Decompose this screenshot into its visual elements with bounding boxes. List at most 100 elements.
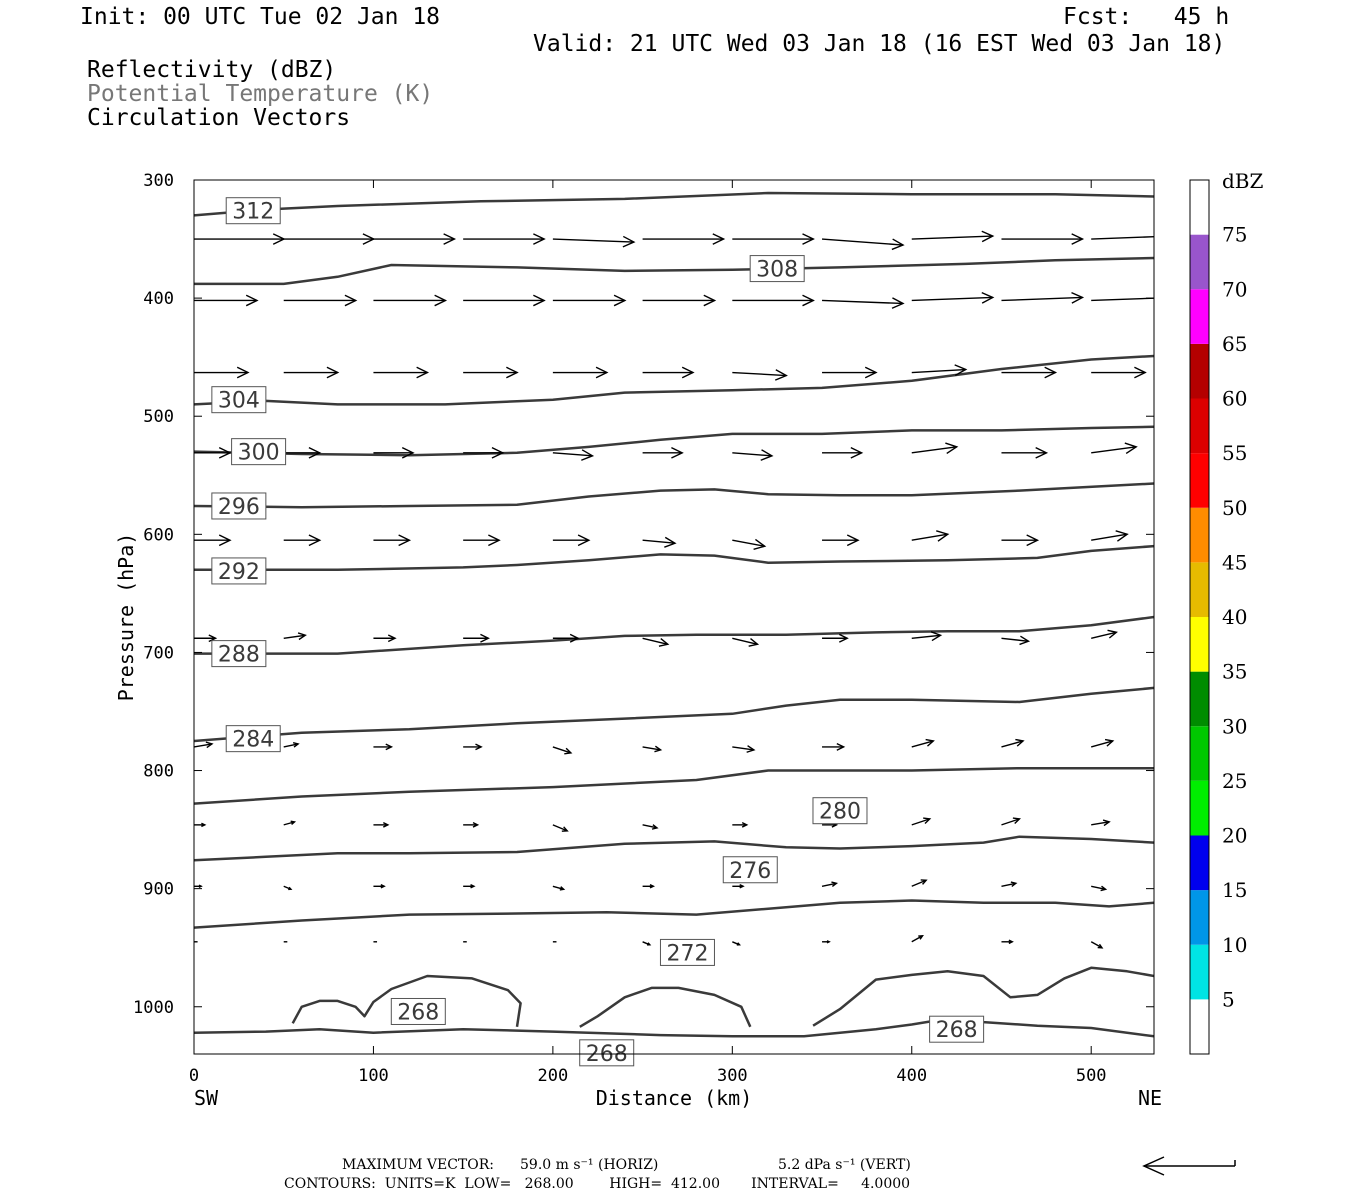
circulation-vector <box>1091 738 1115 748</box>
circulation-vector <box>373 446 415 459</box>
circulation-vector <box>463 233 546 245</box>
isentrope-label-284-box <box>225 725 281 753</box>
y-tick-label: 600 <box>143 525 174 545</box>
circulation-vector <box>732 538 767 550</box>
circulation-vector <box>822 940 831 944</box>
valid-time: Valid: 21 UTC Wed 03 Jan 18 (16 EST Wed … <box>533 31 1226 57</box>
colorbar-level-label: 65 <box>1222 332 1247 356</box>
circulation-vector <box>194 446 232 459</box>
circulation-vector <box>194 884 203 889</box>
circulation-vector <box>373 366 430 379</box>
isentrope-296 <box>194 482 1154 509</box>
colorbar-swatch <box>1190 944 1209 1000</box>
circulation-vector <box>463 822 480 828</box>
y-tick-label: 400 <box>143 289 174 309</box>
circulation-vector <box>373 233 457 245</box>
circulation-vector <box>642 637 670 647</box>
circulation-vector <box>642 884 656 889</box>
circulation-vector <box>463 446 505 459</box>
isentrope-label-300: 300 <box>238 441 280 466</box>
isentrope-272 <box>194 899 1154 929</box>
isentrope-label-268: 268 <box>397 1000 439 1025</box>
isentrope-268-bump <box>291 974 522 1027</box>
colorbar-swatch <box>1190 726 1209 781</box>
isentrope-label-276-box <box>722 856 778 884</box>
y-tick-label: 1000 <box>133 998 174 1018</box>
colorbar-swatch <box>1190 343 1209 399</box>
circulation-vector <box>373 534 412 547</box>
circulation-vector <box>463 743 483 751</box>
colorbar-level-label: 5 <box>1222 987 1235 1011</box>
circulation-vector <box>283 741 300 748</box>
circulation-vector <box>1091 297 1154 302</box>
isentrope-label-296: 296 <box>218 495 260 520</box>
circulation-vector <box>552 366 609 379</box>
circulation-vector <box>194 634 218 643</box>
circulation-vector <box>283 294 358 307</box>
circulation-vector <box>732 884 745 889</box>
circulation-vector <box>911 738 935 748</box>
circulation-vector <box>463 294 546 307</box>
isentrope-304 <box>194 354 1154 406</box>
circulation-vector <box>194 233 286 245</box>
field-title-reflectivity: Reflectivity (dBZ) <box>87 57 337 83</box>
circulation-vector <box>732 637 760 647</box>
x-tick-label: 500 <box>1076 1066 1107 1086</box>
circulation-vector <box>1001 939 1014 945</box>
circulation-vector <box>283 366 340 379</box>
circulation-vector <box>1091 236 1154 240</box>
circulation-vector <box>732 941 742 946</box>
isentrope-label-268: 268 <box>936 1018 978 1043</box>
colorbar-level-label: 40 <box>1222 605 1247 629</box>
circulation-vector <box>194 822 207 828</box>
isentrope-label-276: 276 <box>729 859 771 884</box>
circulation-vector <box>911 817 932 826</box>
circulation-vector <box>194 294 259 307</box>
circulation-vector <box>552 294 627 307</box>
circulation-vector <box>911 292 995 304</box>
colorbar-level-label: 10 <box>1222 933 1247 957</box>
circulation-vector <box>194 741 214 749</box>
isentrope-label-268-box <box>390 997 446 1025</box>
circulation-vector <box>911 631 943 642</box>
circulation-vector <box>911 230 995 243</box>
colorbar-frame <box>1189 179 1210 1055</box>
circulation-vector <box>732 449 774 461</box>
circulation-vector <box>194 534 232 547</box>
circulation-vector <box>642 745 663 753</box>
circulation-vector <box>463 633 490 643</box>
circulation-vector <box>373 634 397 643</box>
circulation-vector <box>1001 446 1049 459</box>
isentrope-300 <box>194 425 1154 457</box>
circulation-vector <box>463 366 519 379</box>
isentrope-268-bump <box>579 986 752 1028</box>
x-axis-title: Distance (km) <box>596 1086 753 1110</box>
colorbar-level-label: 20 <box>1222 824 1247 848</box>
isentrope-label-288-box <box>211 640 267 668</box>
colorbar-level-label: 55 <box>1222 441 1247 465</box>
colorbar-level-label: 70 <box>1222 277 1247 301</box>
colorbar-swatch <box>1190 671 1209 727</box>
circulation-vector <box>283 233 376 245</box>
isentrope-label-312-box <box>225 197 281 225</box>
x-tick-label: 200 <box>538 1066 569 1086</box>
colorbar-unit: dBZ <box>1222 169 1264 193</box>
x-tick-label: 0 <box>189 1066 199 1086</box>
circulation-vector <box>911 530 950 542</box>
plot-frame <box>193 179 1155 1055</box>
circulation-vector <box>552 746 573 755</box>
circulation-vector <box>732 822 749 828</box>
circulation-vector <box>552 633 580 643</box>
colorbar-level-label: 30 <box>1222 714 1247 738</box>
isentrope-label-308: 308 <box>756 258 798 283</box>
y-tick-label: 700 <box>143 643 174 663</box>
colorbar-level-label: 15 <box>1222 878 1247 902</box>
circulation-vector <box>1091 819 1111 827</box>
x-end-label-left: SW <box>194 1086 219 1110</box>
max-vector-label: MAXIMUM VECTOR: <box>342 1157 494 1173</box>
circulation-vector <box>642 233 726 245</box>
isentrope-276 <box>194 835 1154 862</box>
circulation-vector <box>822 366 878 379</box>
isentrope-label-296-box <box>211 492 267 520</box>
